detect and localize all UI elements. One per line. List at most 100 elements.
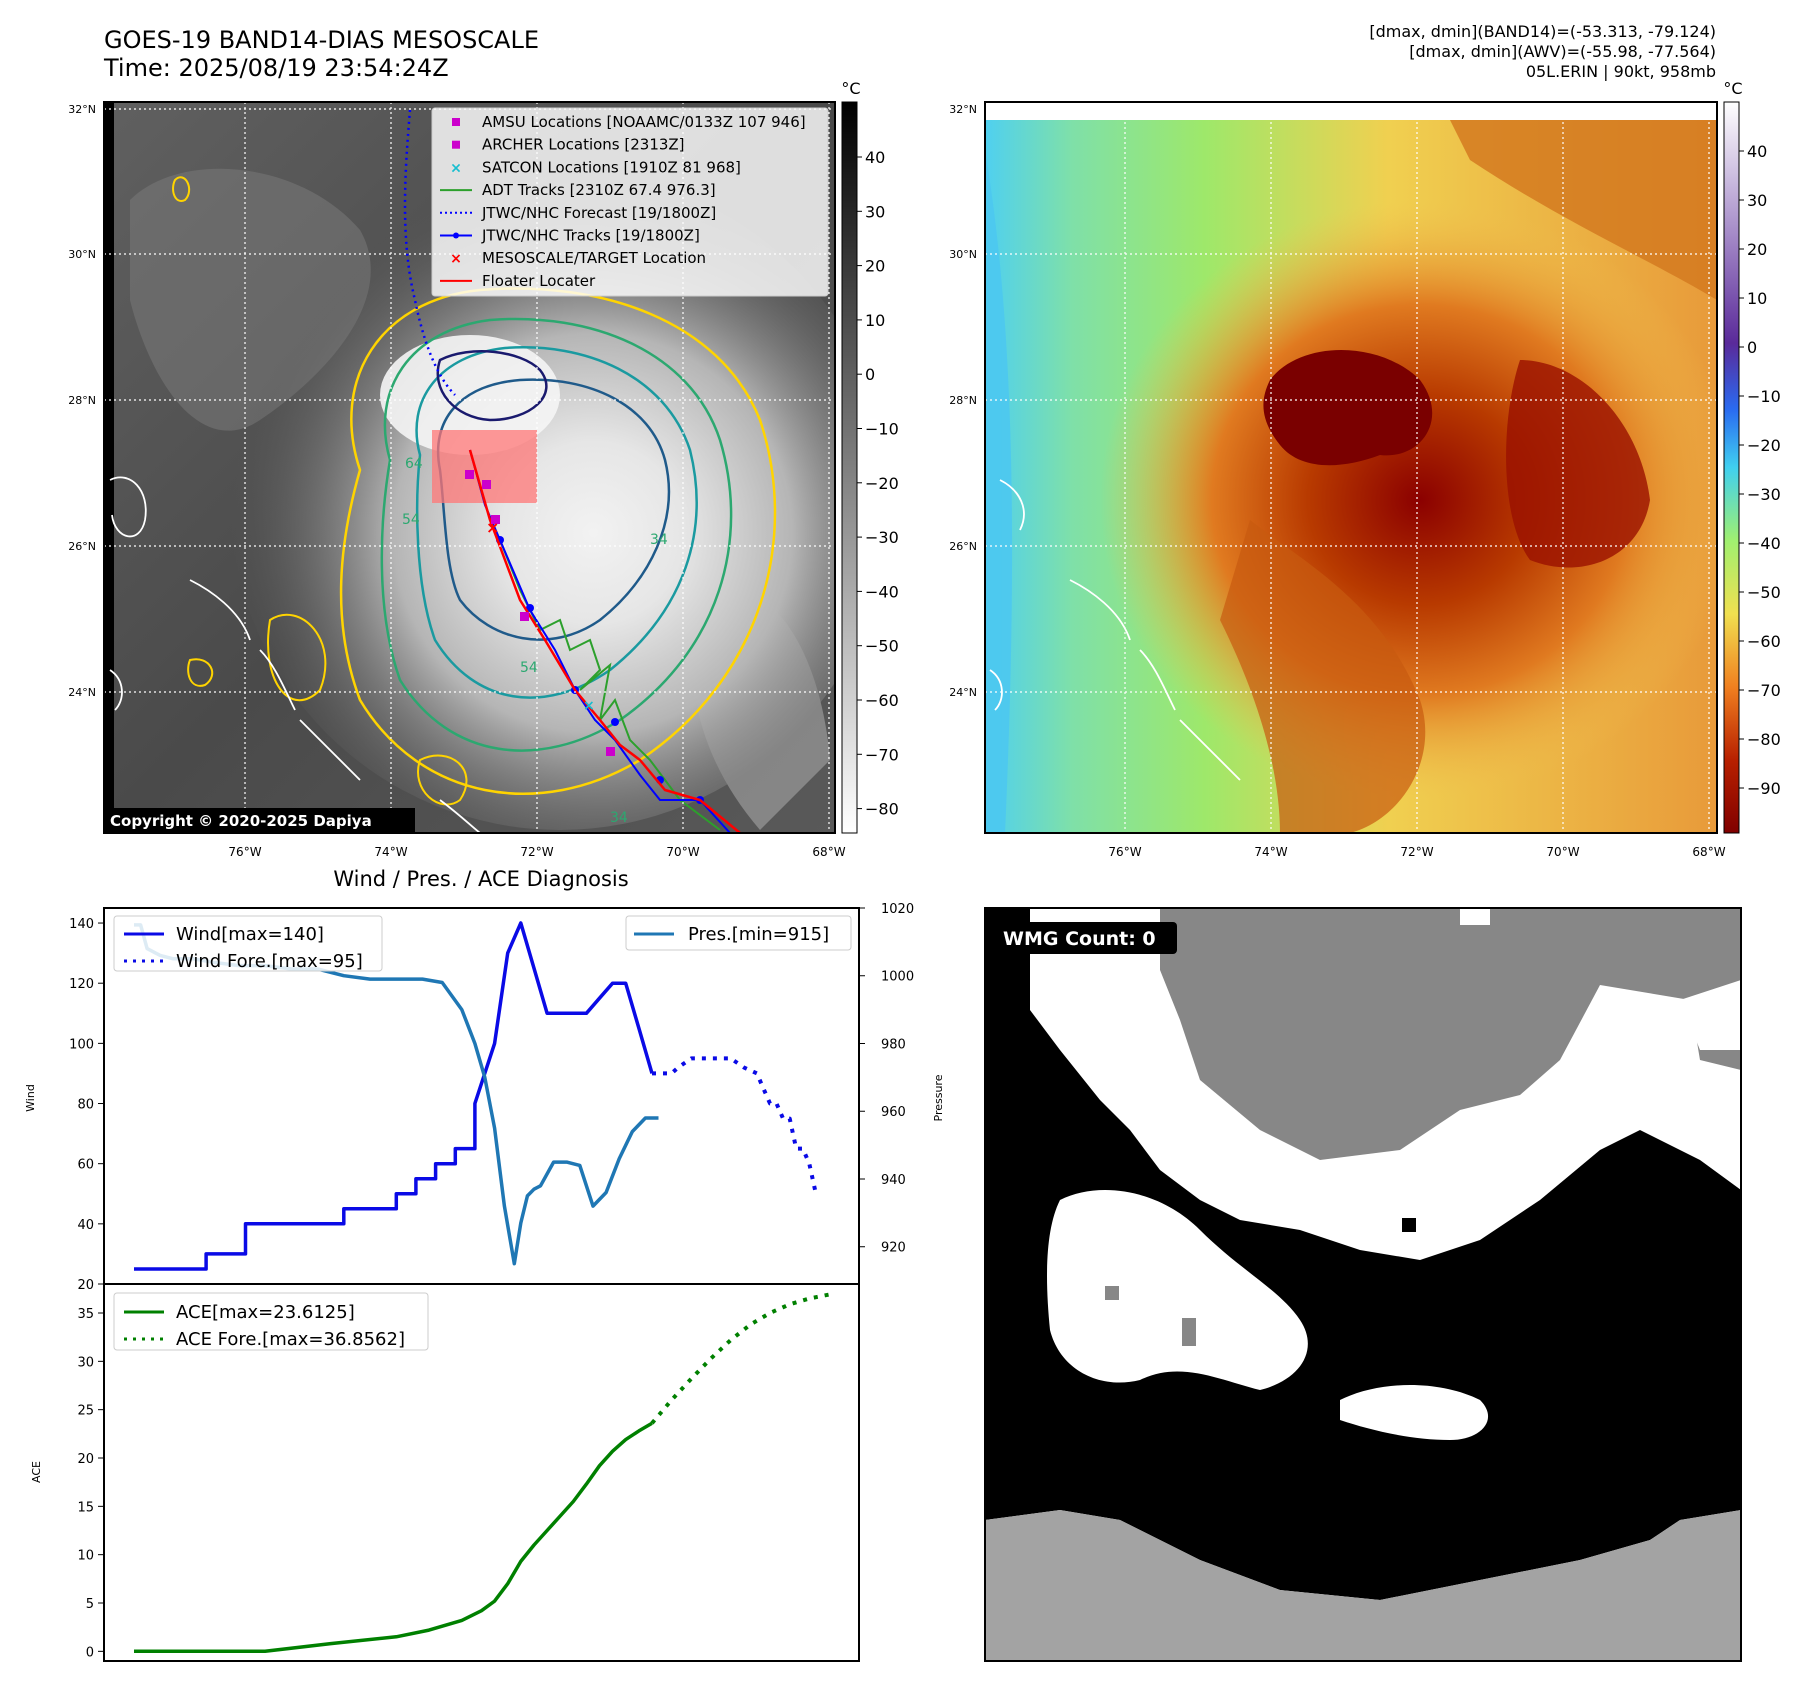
y2-tick-label: 980 — [881, 1037, 906, 1052]
series-line — [134, 1421, 653, 1654]
y2-tick-label: 1000 — [881, 970, 914, 985]
lat-label: 28°N — [949, 394, 977, 407]
wmg-count-text: WMG Count: 0 — [1003, 928, 1156, 950]
lat-label: 30°N — [949, 248, 977, 261]
colorbar-tick-label: −90 — [1747, 779, 1781, 798]
coastline — [299, 719, 361, 781]
wv-cold-band — [1506, 360, 1650, 568]
y-tick-label: 140 — [69, 917, 94, 932]
lon-label: 74°W — [374, 845, 407, 859]
contour-label: 54 — [520, 660, 538, 676]
contour-54kt-green — [380, 317, 733, 752]
wv-cold-core — [1263, 350, 1433, 466]
wv-map-panel: 32°N 30°N 28°N 26°N 24°N 76°W 74°W 72°W … — [949, 79, 1781, 859]
series-line — [650, 1292, 830, 1425]
colorbar-tick-label: 40 — [865, 148, 885, 167]
colorbar-tick-label: 30 — [865, 202, 885, 221]
coastline — [1139, 649, 1176, 711]
y2-tick-label: 940 — [881, 1173, 906, 1188]
amsu-marker — [465, 470, 474, 479]
jtwc-track-point — [611, 718, 619, 726]
copyright-text: Copyright © 2020-2025 Dapiya — [110, 812, 372, 830]
coastline — [109, 669, 123, 711]
ace-axis-label: ACE — [30, 1461, 43, 1483]
archer-marker — [482, 480, 491, 489]
wmg-panel: WMG Count: 0 — [984, 907, 1742, 1662]
colorbar-tick-label: −40 — [1747, 534, 1781, 553]
satcon-marker: × — [583, 698, 595, 714]
legend-label: JTWC/NHC Forecast [19/1800Z] — [481, 204, 716, 222]
colorbar-tick-label: −30 — [865, 528, 899, 547]
legend-label: ARCHER Locations [2313Z] — [482, 136, 685, 154]
colorbar-tick-label: −20 — [865, 474, 899, 493]
colorbar-tick-label: −50 — [865, 637, 899, 656]
colorbar-tick-label: 40 — [1747, 142, 1767, 161]
pressure-axis-label: Pressure — [932, 1074, 945, 1121]
wv-dry-air — [985, 150, 1013, 833]
colorbar-tick-label: 20 — [865, 257, 885, 276]
legend-marker-square — [452, 118, 460, 126]
colorbar-tick-label: −40 — [865, 582, 899, 601]
colorbar-tick-label: 0 — [865, 365, 875, 384]
colorbar-tick-label: −20 — [1747, 436, 1781, 455]
ir-legend: AMSU Locations [NOAAMC/0133Z 107 946] ARC… — [431, 107, 829, 297]
ir-colorbar — [841, 101, 858, 834]
contour-34kt-yellow — [417, 754, 468, 806]
lon-label: 70°W — [1546, 845, 1579, 859]
pressure-legend: Pres.[min=915] — [625, 915, 852, 951]
lat-label: 30°N — [68, 248, 96, 261]
contour-34kt-yellow — [267, 613, 327, 702]
legend-label: ADT Tracks [2310Z 67.4 976.3] — [482, 181, 716, 199]
ir-lat-labels: 32°N 30°N 28°N 26°N 24°N — [68, 103, 96, 699]
diagnosis-title: Wind / Pres. / ACE Diagnosis — [333, 867, 628, 891]
y-tick-label: 120 — [69, 977, 94, 992]
colorbar-tick-label: 30 — [1747, 191, 1767, 210]
lat-label: 26°N — [949, 540, 977, 553]
colorbar-tick-label: −80 — [1747, 730, 1781, 749]
colorbar-tick-label: 20 — [1747, 240, 1767, 259]
coastline — [109, 476, 147, 538]
lon-label: 70°W — [666, 845, 699, 859]
coastline — [989, 669, 1003, 711]
lat-label: 24°N — [949, 686, 977, 699]
contour-core — [436, 350, 548, 422]
legend-pressure-label: Pres.[min=915] — [688, 924, 829, 945]
legend-marker-x: × — [450, 251, 462, 267]
coastline — [999, 479, 1025, 531]
coastline — [1179, 719, 1241, 781]
y2-tick-label: 920 — [881, 1241, 906, 1256]
wmg-badge — [994, 922, 1177, 954]
ir-left-edge — [104, 102, 114, 833]
wv-upper-moisture — [1450, 120, 1717, 300]
legend-marker-x: × — [450, 160, 462, 176]
coastline — [189, 579, 251, 641]
colorbar-tick-label: 10 — [1747, 289, 1767, 308]
wmg-white-region — [1340, 1385, 1489, 1440]
wmg-white-notch — [1680, 980, 1741, 1050]
y-tick-label: 30 — [77, 1355, 94, 1370]
legend-label: AMSU Locations [NOAAMC/0133Z 107 946] — [482, 113, 806, 131]
series-line — [134, 921, 654, 1271]
ace-legend: ACE[max=23.6125] ACE Fore.[max=36.8562] — [113, 1292, 429, 1351]
lon-label: 74°W — [1254, 845, 1287, 859]
mesoscale-target-marker: × — [486, 518, 499, 537]
lon-label: 68°W — [812, 845, 845, 859]
y-tick-label: 25 — [77, 1404, 94, 1419]
wv-colorbar-unit: °C — [1723, 79, 1742, 98]
contour-34kt-yellow — [187, 658, 214, 687]
legend-marker-square — [452, 140, 460, 149]
wv-colorbar — [1723, 101, 1740, 834]
wind-legend: Wind[max=140] Wind Fore.[max=95] — [113, 915, 383, 972]
y-tick-label: 5 — [86, 1597, 94, 1612]
contour-34kt-yellow — [172, 176, 191, 202]
wind-axis-label: Wind — [24, 1084, 37, 1112]
storm-info: 05L.ERIN | 90kt, 958mb — [1525, 62, 1716, 81]
legend-wind-forecast-label: Wind Fore.[max=95] — [176, 951, 363, 972]
colorbar-tick-label: −60 — [1747, 632, 1781, 651]
contour-label: 34 — [610, 810, 628, 826]
y-tick-label: 60 — [77, 1158, 94, 1173]
wmg-white-region — [1047, 1190, 1308, 1390]
lon-label: 72°W — [520, 845, 553, 859]
colorbar-tick-label: 0 — [1747, 338, 1757, 357]
mesoscale-target-box — [432, 430, 537, 503]
